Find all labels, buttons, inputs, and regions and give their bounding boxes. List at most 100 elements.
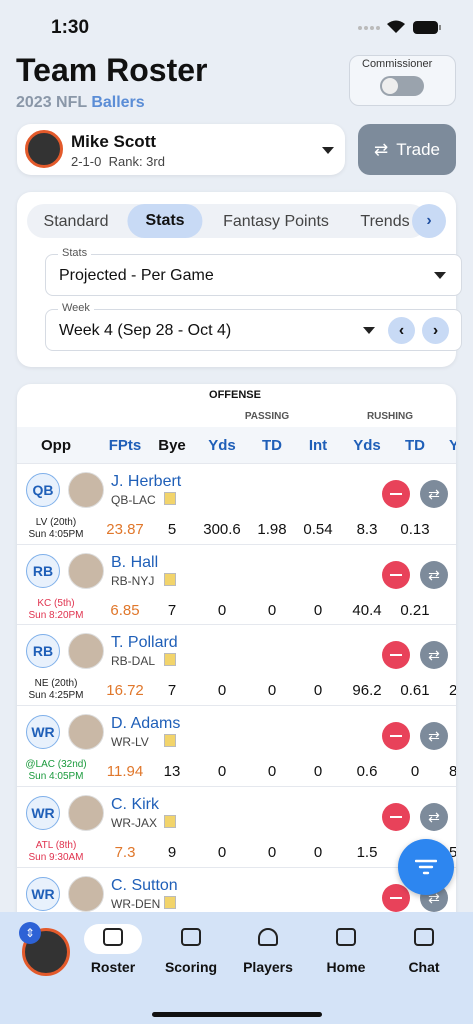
tab[interactable]: Standard bbox=[43, 213, 109, 230]
league-info: 2023 NFL Ballers bbox=[16, 94, 145, 112]
nav-icon[interactable] bbox=[414, 928, 434, 946]
column-header: FPts bbox=[108, 437, 142, 454]
home-indicator bbox=[152, 1012, 322, 1017]
stat-cell: 300.6 bbox=[203, 521, 241, 538]
column-header: Bye bbox=[158, 437, 186, 454]
stat-cell: 0 bbox=[217, 763, 227, 781]
column-header: Yds bbox=[353, 437, 381, 454]
commissioner-label: Commissioner bbox=[362, 58, 433, 70]
stat-cell: 8 bbox=[449, 763, 456, 781]
stat-cell: 16.72 bbox=[106, 682, 144, 700]
player-name[interactable]: C. Sutton bbox=[111, 876, 178, 894]
column-header: Y bbox=[449, 437, 456, 454]
stat-cell: 5 bbox=[449, 843, 456, 861]
nav-label[interactable]: Chat bbox=[408, 959, 440, 975]
team-name: Mike Scott bbox=[71, 132, 157, 151]
player-name[interactable]: T. Pollard bbox=[111, 634, 178, 652]
team-record: 2-1-0 bbox=[71, 154, 102, 169]
stat-cell: 0 bbox=[217, 601, 227, 619]
note-icon bbox=[164, 734, 176, 748]
column-header: TD bbox=[262, 437, 282, 454]
stat-cell: 0 bbox=[267, 682, 277, 700]
stat-cell: 0 bbox=[267, 601, 277, 619]
column-header: Yds bbox=[208, 437, 236, 454]
drop-button[interactable] bbox=[382, 722, 410, 751]
player-row: WR D. Adams WR-LV ⇄ @LAC (32nd) Sun 4:05PM 11.… bbox=[17, 705, 456, 786]
team-switch[interactable]: ⇕ bbox=[19, 922, 41, 944]
stat-cell: 8.3 bbox=[356, 521, 378, 538]
player-team: WR-LV bbox=[111, 735, 149, 750]
filter-fab[interactable] bbox=[398, 839, 454, 895]
stat-cell: 0 bbox=[267, 843, 277, 861]
season: 2023 NFL bbox=[16, 94, 87, 111]
stat-cell: 7.3 bbox=[114, 843, 136, 861]
stat-cell: 40.4 bbox=[352, 601, 382, 619]
trade-player-button[interactable]: ⇄ bbox=[420, 641, 448, 670]
tab[interactable]: Stats bbox=[127, 204, 203, 238]
drop-button[interactable] bbox=[382, 883, 410, 912]
trade-player-button[interactable]: ⇄ bbox=[420, 480, 448, 508]
passing-header: PASSING bbox=[244, 411, 290, 422]
team-logo bbox=[25, 130, 63, 168]
player-photo bbox=[68, 472, 104, 508]
trade-button[interactable]: ⇄ Trade bbox=[358, 124, 456, 175]
drop-button[interactable] bbox=[382, 560, 410, 589]
column-header: TD bbox=[405, 437, 425, 454]
page-title: Team Roster bbox=[16, 52, 208, 88]
stat-cell: 1.98 bbox=[257, 521, 287, 538]
commissioner-toggle[interactable] bbox=[380, 76, 424, 96]
nav-icon[interactable] bbox=[258, 928, 278, 946]
trade-player-button[interactable]: ⇄ bbox=[420, 560, 448, 589]
player-photo bbox=[68, 794, 104, 831]
player-name[interactable]: J. Herbert bbox=[111, 473, 182, 490]
filter-panel: Standard Stats Fantasy Points Trends › Stat… bbox=[17, 192, 462, 367]
drop-button[interactable] bbox=[382, 480, 410, 508]
stat-cell: 2 bbox=[449, 682, 456, 700]
roster-table: OFFENSE PASSING RUSHING Opp FPts Bye Yds TD I… bbox=[17, 384, 456, 984]
stat-cell: 0.21 bbox=[400, 601, 430, 619]
stats-dropdown[interactable]: Stats Projected - Per Game bbox=[45, 247, 462, 296]
stat-cell: 0 bbox=[217, 682, 227, 700]
status-time: 1:30 bbox=[51, 17, 90, 38]
nav-label[interactable]: Scoring bbox=[164, 959, 218, 975]
stat-cell: 0 bbox=[217, 843, 227, 861]
stat-cell: 11.94 bbox=[106, 763, 144, 781]
trade-player-button[interactable]: ⇄ bbox=[420, 802, 448, 831]
player-name[interactable]: B. Hall bbox=[111, 553, 159, 571]
tab[interactable]: Fantasy Points bbox=[223, 213, 329, 230]
week-dropdown[interactable]: Week Week 4 (Sep 28 - Oct 4) ‹ › bbox=[45, 302, 462, 351]
opponent: LV (20th) bbox=[35, 517, 77, 528]
nav-icon[interactable] bbox=[336, 928, 356, 946]
game-time: Sun 4:05PM bbox=[28, 529, 84, 540]
league-name: Ballers bbox=[91, 94, 145, 111]
stats-value: Projected - Per Game bbox=[59, 267, 214, 284]
nav-icon[interactable] bbox=[181, 928, 201, 946]
note-icon bbox=[164, 653, 176, 667]
stat-cell: 13 bbox=[163, 763, 181, 781]
team-selector[interactable]: Mike Scott 2-1-0 Rank: 3rd bbox=[17, 124, 345, 175]
drop-button[interactable] bbox=[382, 641, 410, 670]
stat-cell: 0 bbox=[313, 682, 323, 700]
nav-label[interactable]: Players bbox=[243, 959, 293, 975]
position-badge: QB bbox=[26, 473, 60, 507]
nav-label[interactable]: Home bbox=[326, 959, 366, 975]
player-name[interactable]: D. Adams bbox=[111, 715, 181, 733]
week-prev[interactable]: ‹ bbox=[388, 317, 415, 344]
player-name[interactable]: C. Kirk bbox=[111, 795, 159, 813]
player-photo bbox=[68, 633, 104, 670]
player-team: RB-DAL bbox=[111, 654, 156, 669]
tab-bar: Standard Stats Fantasy Points Trends bbox=[27, 204, 427, 238]
nav-label[interactable]: Roster bbox=[90, 959, 136, 975]
player-team: WR-JAX bbox=[111, 815, 157, 830]
week-next[interactable]: › bbox=[422, 317, 449, 344]
drop-button[interactable] bbox=[382, 802, 410, 831]
tab[interactable]: Trends bbox=[360, 213, 410, 230]
tabs-next[interactable]: › bbox=[412, 204, 446, 238]
player-row: WR C. Kirk WR-JAX ⇄ ATL (8th) Sun 9:30AM 7.3 9 0… bbox=[17, 785, 456, 867]
stat-cell: 0.13 bbox=[400, 521, 430, 538]
trade-player-button[interactable]: ⇄ bbox=[420, 722, 448, 751]
stat-cell: 0 bbox=[313, 843, 323, 861]
stat-cell: 7 bbox=[167, 682, 177, 700]
nav-icon[interactable] bbox=[103, 928, 123, 946]
position-badge: RB bbox=[26, 634, 60, 669]
